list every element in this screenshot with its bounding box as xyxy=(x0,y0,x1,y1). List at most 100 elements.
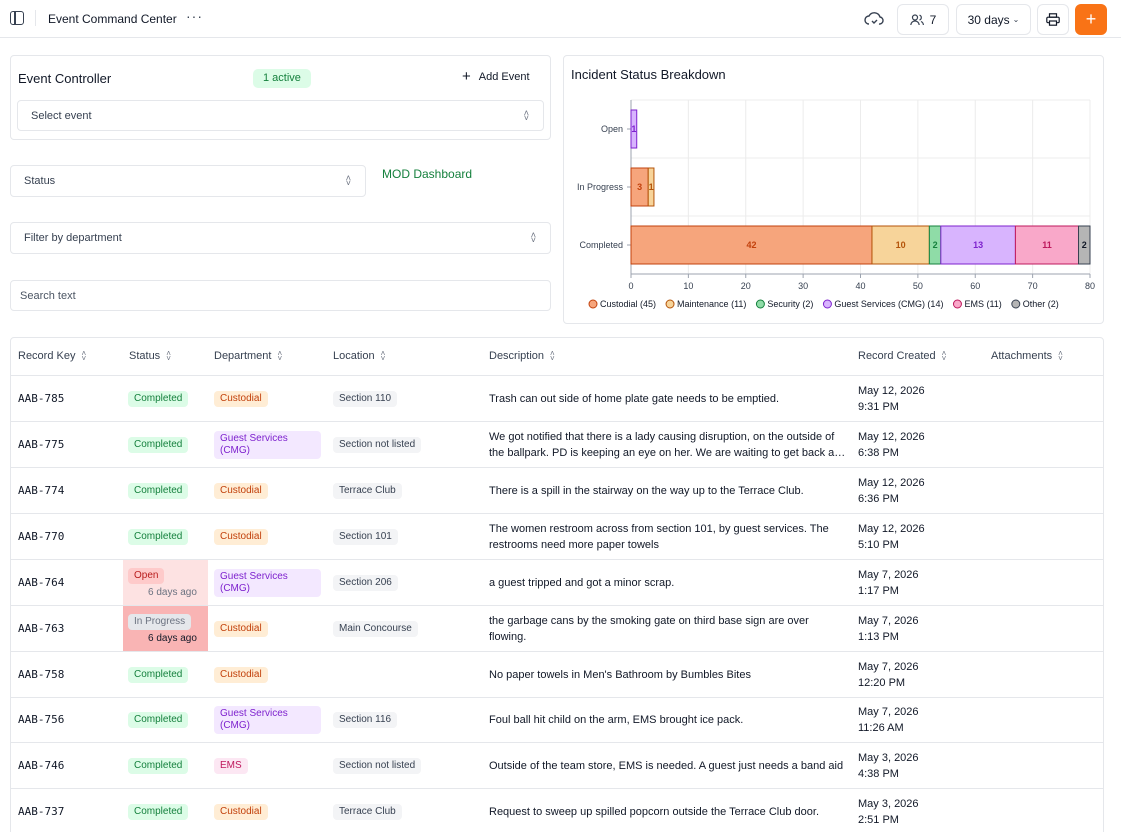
location-badge: Section 110 xyxy=(333,390,398,407)
legend-swatch xyxy=(1011,299,1021,309)
column-header[interactable]: Record Key ˄ ˅ xyxy=(18,350,86,363)
column-header[interactable]: Status ˄ ˅ xyxy=(129,350,171,363)
record-key[interactable]: AAB-774 xyxy=(18,484,65,497)
record-key-cell: AAB-774 xyxy=(18,468,64,513)
status-badge: In Progress xyxy=(128,613,192,630)
record-time: 12:20 PM xyxy=(858,676,906,689)
record-key-cell: AAB-758 xyxy=(18,652,64,697)
sort-icon: ˄ ˅ xyxy=(941,349,947,363)
department-cell: Custodial xyxy=(214,652,268,697)
column-header[interactable]: Description ˄ ˅ xyxy=(489,350,555,363)
record-key[interactable]: AAB-758 xyxy=(18,668,65,681)
event-controller-card: Event Controller 1 active + Add Event Se… xyxy=(10,55,551,140)
column-header[interactable]: Record Created ˄ ˅ xyxy=(858,349,947,363)
record-key[interactable]: AAB-785 xyxy=(18,392,65,405)
legend-label: Maintenance (11) xyxy=(677,299,746,309)
record-key[interactable]: AAB-763 xyxy=(18,622,65,635)
table-row[interactable]: AAB-763 In Progress 6 days ago Custodial Mai… xyxy=(11,606,1103,652)
record-created-cell: May 3, 2026 4:38 PM xyxy=(858,743,919,788)
record-key[interactable]: AAB-770 xyxy=(18,530,65,543)
status-badge: Completed xyxy=(128,436,189,453)
record-key-cell: AAB-763 xyxy=(18,606,64,651)
status-badge: Completed xyxy=(128,803,189,820)
record-key[interactable]: AAB-746 xyxy=(18,759,65,772)
sidebar-toggle-icon[interactable] xyxy=(10,11,24,25)
search-input[interactable]: Search text xyxy=(10,280,551,311)
table-row[interactable]: AAB-774 Completed Custodial Terrace Club The… xyxy=(11,468,1103,514)
table-row[interactable]: AAB-756 Completed Guest Services (CMG) Sect… xyxy=(11,697,1103,743)
location-badge: Main Concourse xyxy=(333,620,418,637)
status-cell: Completed xyxy=(123,789,208,832)
record-time: 1:17 PM xyxy=(858,584,899,597)
record-created-cell: May 12, 2026 6:36 PM xyxy=(858,468,925,513)
location-cell: Main Concourse xyxy=(333,606,418,651)
status-badge: Completed xyxy=(128,390,189,407)
chart-title: Incident Status Breakdown xyxy=(571,67,726,82)
description-text: There is a spill in the stairway on the … xyxy=(489,484,804,497)
cloud-sync-icon[interactable] xyxy=(864,10,884,28)
record-key[interactable]: AAB-764 xyxy=(18,576,65,589)
record-date: May 12, 2026 xyxy=(858,522,925,535)
department-badge: Custodial xyxy=(214,528,268,545)
category-label: In Progress xyxy=(577,182,624,192)
description-text: Request to sweep up spilled popcorn outs… xyxy=(489,805,820,818)
more-options-icon[interactable]: ··· xyxy=(186,8,203,24)
table-row[interactable]: AAB-764 Open 6 days ago Guest Services (CMG… xyxy=(11,560,1103,606)
column-header[interactable]: Department ˄ ˅ xyxy=(214,349,283,363)
legend-label: EMS (11) xyxy=(964,299,1001,309)
table-row[interactable]: AAB-737 Completed Custodial Terrace Club Req… xyxy=(11,789,1103,832)
location-badge: Terrace Club xyxy=(333,482,402,499)
description-cell: a guest tripped and got a minor scrap. xyxy=(489,560,849,605)
department-filter[interactable]: Filter by department ˄ ˅ xyxy=(10,222,551,254)
legend-label: Security (2) xyxy=(767,299,813,309)
location-cell: Section not listed xyxy=(333,743,422,788)
sort-icon: ˄ ˅ xyxy=(277,349,283,363)
users-button[interactable]: 7 xyxy=(897,4,949,35)
status-cell: In Progress 6 days ago xyxy=(123,606,208,651)
column-header[interactable]: Attachments ˄ ˅ xyxy=(991,349,1063,363)
table-row[interactable]: AAB-775 Completed Guest Services (CMG) Sect… xyxy=(11,422,1103,468)
record-time: 4:38 PM xyxy=(858,767,899,780)
add-event-button[interactable]: + Add Event xyxy=(462,69,530,84)
incident-chart-card: 0 10 20 30 40 50 60 70 80 Open 1 In Progress 3 1 Compl… xyxy=(563,55,1104,324)
record-key-cell: AAB-746 xyxy=(18,743,64,788)
date-range-select[interactable]: 30 days ⌄ xyxy=(956,4,1031,35)
description-cell: We got notified that there is a lady cau… xyxy=(489,422,849,467)
department-cell: Custodial xyxy=(214,789,268,832)
column-header-label: Attachments xyxy=(991,350,1053,362)
x-tick-label: 50 xyxy=(913,281,923,291)
record-key-cell: AAB-737 xyxy=(18,789,64,832)
record-key[interactable]: AAB-775 xyxy=(18,438,65,451)
record-key-cell: AAB-764 xyxy=(18,560,64,605)
record-time: 1:13 PM xyxy=(858,630,899,643)
record-key[interactable]: AAB-756 xyxy=(18,713,65,726)
table-row[interactable]: AAB-758 Completed Custodial No paper towels… xyxy=(11,652,1103,698)
location-badge: Section not listed xyxy=(333,757,422,774)
column-header[interactable]: Location ˄ ˅ xyxy=(333,349,386,363)
event-select[interactable]: Select event ˄ ˅ xyxy=(17,100,544,131)
description-text: No paper towels in Men's Bathroom by Bum… xyxy=(489,668,751,681)
sort-icon: ˄ ˅ xyxy=(1058,349,1063,363)
record-created-cell: May 7, 2026 11:26 AM xyxy=(858,697,919,742)
add-button[interactable]: + xyxy=(1075,4,1107,35)
status-filter[interactable]: Status ˄ ˅ xyxy=(10,165,366,197)
printer-icon xyxy=(1046,13,1060,26)
record-key-cell: AAB-756 xyxy=(18,697,64,742)
status-age: 6 days ago xyxy=(148,586,197,598)
record-key[interactable]: AAB-737 xyxy=(18,805,65,818)
print-button[interactable] xyxy=(1037,4,1069,35)
location-badge: Section 206 xyxy=(333,574,398,591)
description-cell: There is a spill in the stairway on the … xyxy=(489,468,849,513)
table-row[interactable]: AAB-770 Completed Custodial Section 101 The … xyxy=(11,514,1103,560)
status-badge: Completed xyxy=(128,711,189,728)
sort-icon: ˄ ˅ xyxy=(380,349,386,363)
department-badge: Guest Services (CMG) xyxy=(214,705,321,734)
table-row[interactable]: AAB-746 Completed EMS Section not listed Out… xyxy=(11,743,1103,789)
mod-dashboard-link[interactable]: MOD Dashboard xyxy=(382,167,473,181)
location-badge: Section 101 xyxy=(333,528,398,545)
add-event-label: Add Event xyxy=(478,71,530,83)
record-date: May 12, 2026 xyxy=(858,430,925,443)
chevron-updown-icon: ˄ ˅ xyxy=(530,230,536,245)
status-cell: Open 6 days ago xyxy=(123,560,208,605)
table-row[interactable]: AAB-785 Completed Custodial Section 110 Tras… xyxy=(11,376,1103,422)
